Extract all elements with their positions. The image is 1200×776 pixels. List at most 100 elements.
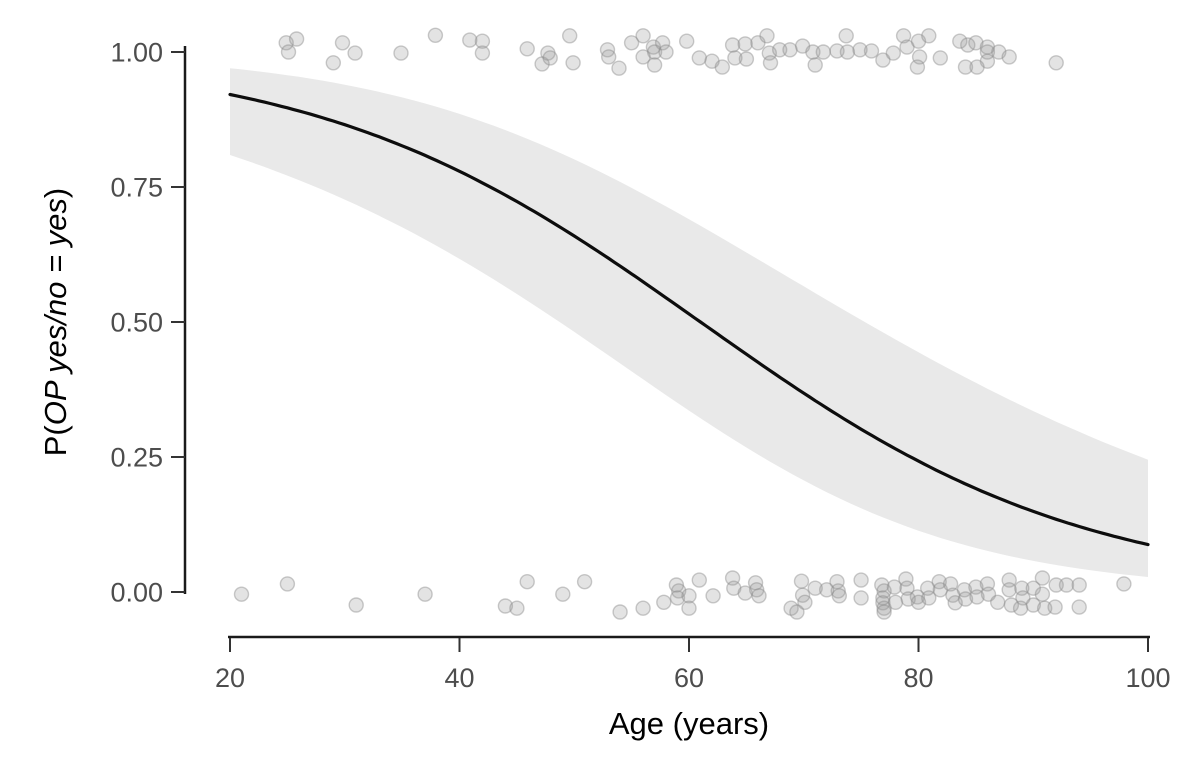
data-point-yes: [427, 27, 444, 43]
data-point-no: [876, 604, 892, 620]
data-point-no: [726, 580, 742, 596]
data-point-yes: [540, 45, 556, 61]
data-point-no: [1025, 597, 1042, 613]
data-point-yes: [932, 50, 948, 66]
x-tick-label: 60: [674, 663, 704, 693]
data-point-no: [1001, 582, 1017, 598]
data-point-yes: [957, 59, 974, 75]
data-point-no: [724, 570, 741, 586]
data-point-no: [956, 582, 973, 598]
data-point-no: [957, 591, 974, 607]
data-point-yes: [654, 35, 671, 51]
data-point-yes: [960, 37, 976, 53]
data-point-yes: [1001, 49, 1017, 65]
data-point-no: [968, 579, 984, 595]
data-point-yes: [562, 28, 578, 44]
data-point-yes: [474, 33, 491, 49]
data-point-no: [980, 586, 997, 602]
data-point-no: [656, 594, 672, 610]
data-point-no: [931, 574, 947, 590]
data-point-no: [751, 588, 767, 604]
x-tick-label: 40: [444, 663, 474, 693]
data-point-yes: [979, 44, 996, 60]
data-point-yes: [646, 57, 663, 73]
data-point-no: [793, 573, 810, 589]
data-point-yes: [393, 45, 409, 61]
data-point-no: [1034, 586, 1051, 602]
data-point-yes: [534, 56, 550, 72]
data-point-yes: [991, 44, 1007, 60]
data-point-yes: [704, 53, 720, 69]
data-point-yes: [969, 59, 985, 75]
data-point-no: [789, 604, 805, 620]
data-point-yes: [658, 44, 674, 60]
data-point-yes: [325, 55, 341, 71]
data-point-no: [612, 604, 628, 620]
data-point-no: [783, 600, 799, 616]
x-tick-label: 80: [903, 663, 933, 693]
data-point-no: [969, 589, 985, 605]
confidence-band-group: [230, 68, 1148, 577]
regression-curve-group: [228, 92, 1150, 547]
data-point-yes: [885, 45, 901, 61]
data-point-no: [279, 576, 296, 592]
data-point-no: [1036, 600, 1053, 616]
x-tick-label: 100: [1125, 663, 1170, 693]
data-point-no: [1047, 599, 1063, 615]
data-point-no: [979, 576, 996, 592]
data-point-no: [819, 582, 835, 598]
data-point-no: [910, 594, 927, 610]
data-point-yes: [794, 38, 811, 54]
data-point-no: [737, 585, 753, 601]
data-point-yes: [863, 43, 880, 59]
data-point-yes: [278, 35, 294, 51]
regression-curve: [228, 92, 1150, 547]
data-point-yes: [737, 36, 753, 52]
data-point-yes: [910, 33, 927, 49]
y-tick-label: 0.50: [110, 307, 163, 337]
data-point-no: [945, 587, 961, 603]
data-point-yes: [895, 28, 912, 44]
data-point-yes: [782, 42, 798, 58]
data-point-no: [876, 583, 892, 599]
data-point-no: [635, 600, 651, 616]
data-point-no: [874, 577, 890, 593]
data-point-no: [747, 575, 764, 591]
data-point-yes: [611, 60, 627, 76]
data-point-no: [417, 586, 433, 602]
data-point-yes: [724, 37, 741, 53]
y-tick-label: 0.75: [110, 172, 163, 202]
data-point-yes: [979, 39, 996, 55]
data-point-no: [1003, 597, 1020, 613]
data-point-no: [900, 591, 916, 607]
data-point-yes: [519, 41, 535, 57]
data-point-yes: [762, 55, 779, 71]
data-point-no: [1001, 572, 1017, 588]
data-point-no: [887, 594, 904, 610]
data-point-no: [669, 590, 686, 606]
data-point-yes: [911, 49, 928, 65]
data-point-no: [1012, 600, 1029, 616]
data-point-no: [749, 582, 765, 598]
data-point-yes: [714, 59, 730, 75]
data-point-no: [875, 595, 891, 611]
data-point-no: [705, 588, 721, 604]
data-point-no: [853, 590, 869, 606]
data-point-yes: [979, 53, 996, 69]
data-point-yes: [727, 50, 743, 66]
data-point-no: [1034, 570, 1051, 586]
data-point-yes: [815, 44, 831, 60]
data-point-yes: [899, 39, 915, 55]
data-point-yes: [280, 44, 297, 60]
data-point-no: [876, 600, 892, 616]
data-point-yes: [347, 45, 363, 61]
data-point-yes: [875, 52, 891, 68]
data-point-no: [691, 572, 707, 588]
data-point-no: [829, 574, 845, 590]
data-point-no: [898, 571, 914, 587]
confidence-band: [230, 68, 1148, 577]
data-point-no: [831, 588, 847, 604]
data-point-no: [830, 583, 846, 599]
data-point-yes: [679, 33, 695, 49]
